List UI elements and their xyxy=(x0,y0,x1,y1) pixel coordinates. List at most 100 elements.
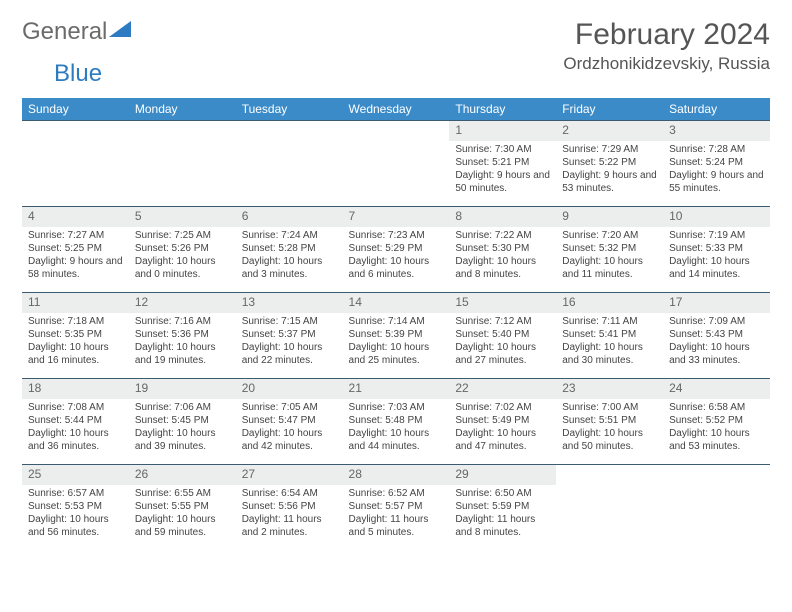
daylight-line: Daylight: 10 hours and 14 minutes. xyxy=(669,255,764,281)
logo: General xyxy=(22,18,133,46)
day-content: Sunrise: 7:28 AMSunset: 5:24 PMDaylight:… xyxy=(663,141,770,201)
calendar-day: 4Sunrise: 7:27 AMSunset: 5:25 PMDaylight… xyxy=(22,206,129,292)
calendar-day: 11Sunrise: 7:18 AMSunset: 5:35 PMDayligh… xyxy=(22,292,129,378)
sunrise-line: Sunrise: 7:18 AM xyxy=(28,315,123,328)
sunrise-line: Sunrise: 7:25 AM xyxy=(135,229,230,242)
day-content: Sunrise: 6:52 AMSunset: 5:57 PMDaylight:… xyxy=(343,485,450,545)
calendar-day: 2Sunrise: 7:29 AMSunset: 5:22 PMDaylight… xyxy=(556,120,663,206)
sunrise-line: Sunrise: 7:06 AM xyxy=(135,401,230,414)
sunrise-line: Sunrise: 7:09 AM xyxy=(669,315,764,328)
day-content: Sunrise: 7:18 AMSunset: 5:35 PMDaylight:… xyxy=(22,313,129,373)
day-number: 11 xyxy=(22,292,129,313)
day-content: Sunrise: 7:14 AMSunset: 5:39 PMDaylight:… xyxy=(343,313,450,373)
day-number: 3 xyxy=(663,120,770,141)
sunset-line: Sunset: 5:25 PM xyxy=(28,242,123,255)
day-number: 16 xyxy=(556,292,663,313)
sunrise-line: Sunrise: 7:22 AM xyxy=(455,229,550,242)
calendar-table: SundayMondayTuesdayWednesdayThursdayFrid… xyxy=(22,98,770,550)
calendar-day: 9Sunrise: 7:20 AMSunset: 5:32 PMDaylight… xyxy=(556,206,663,292)
calendar-day: 8Sunrise: 7:22 AMSunset: 5:30 PMDaylight… xyxy=(449,206,556,292)
weekday-header: Saturday xyxy=(663,98,770,120)
sunset-line: Sunset: 5:43 PM xyxy=(669,328,764,341)
day-number: 23 xyxy=(556,378,663,399)
sunrise-line: Sunrise: 7:24 AM xyxy=(242,229,337,242)
logo-main: General xyxy=(22,18,107,46)
day-number: 26 xyxy=(129,464,236,485)
day-content: Sunrise: 6:55 AMSunset: 5:55 PMDaylight:… xyxy=(129,485,236,545)
daylight-line: Daylight: 11 hours and 8 minutes. xyxy=(455,513,550,539)
sunset-line: Sunset: 5:22 PM xyxy=(562,156,657,169)
sunset-line: Sunset: 5:21 PM xyxy=(455,156,550,169)
calendar-day: 22Sunrise: 7:02 AMSunset: 5:49 PMDayligh… xyxy=(449,378,556,464)
day-number: 4 xyxy=(22,206,129,227)
sunset-line: Sunset: 5:48 PM xyxy=(349,414,444,427)
daylight-line: Daylight: 9 hours and 55 minutes. xyxy=(669,169,764,195)
day-number: 12 xyxy=(129,292,236,313)
day-content: Sunrise: 7:09 AMSunset: 5:43 PMDaylight:… xyxy=(663,313,770,373)
day-content: Sunrise: 7:15 AMSunset: 5:37 PMDaylight:… xyxy=(236,313,343,373)
daylight-line: Daylight: 10 hours and 30 minutes. xyxy=(562,341,657,367)
calendar-body: 1Sunrise: 7:30 AMSunset: 5:21 PMDaylight… xyxy=(22,120,770,550)
sunset-line: Sunset: 5:41 PM xyxy=(562,328,657,341)
day-content: Sunrise: 7:20 AMSunset: 5:32 PMDaylight:… xyxy=(556,227,663,287)
sunset-line: Sunset: 5:56 PM xyxy=(242,500,337,513)
day-number: 14 xyxy=(343,292,450,313)
calendar-day: 1Sunrise: 7:30 AMSunset: 5:21 PMDaylight… xyxy=(449,120,556,206)
sunrise-line: Sunrise: 6:54 AM xyxy=(242,487,337,500)
sunrise-line: Sunrise: 7:05 AM xyxy=(242,401,337,414)
day-content: Sunrise: 6:58 AMSunset: 5:52 PMDaylight:… xyxy=(663,399,770,459)
daylight-line: Daylight: 10 hours and 44 minutes. xyxy=(349,427,444,453)
day-content: Sunrise: 7:25 AMSunset: 5:26 PMDaylight:… xyxy=(129,227,236,287)
day-number: 18 xyxy=(22,378,129,399)
day-content: Sunrise: 7:19 AMSunset: 5:33 PMDaylight:… xyxy=(663,227,770,287)
daylight-line: Daylight: 9 hours and 58 minutes. xyxy=(28,255,123,281)
day-number: 21 xyxy=(343,378,450,399)
calendar-day: 5Sunrise: 7:25 AMSunset: 5:26 PMDaylight… xyxy=(129,206,236,292)
sunrise-line: Sunrise: 7:00 AM xyxy=(562,401,657,414)
day-content: Sunrise: 7:22 AMSunset: 5:30 PMDaylight:… xyxy=(449,227,556,287)
sunrise-line: Sunrise: 6:50 AM xyxy=(455,487,550,500)
calendar-day: 26Sunrise: 6:55 AMSunset: 5:55 PMDayligh… xyxy=(129,464,236,550)
day-content: Sunrise: 6:57 AMSunset: 5:53 PMDaylight:… xyxy=(22,485,129,545)
day-content: Sunrise: 7:02 AMSunset: 5:49 PMDaylight:… xyxy=(449,399,556,459)
calendar-day: 14Sunrise: 7:14 AMSunset: 5:39 PMDayligh… xyxy=(343,292,450,378)
daylight-line: Daylight: 10 hours and 27 minutes. xyxy=(455,341,550,367)
calendar-day: 23Sunrise: 7:00 AMSunset: 5:51 PMDayligh… xyxy=(556,378,663,464)
daylight-line: Daylight: 10 hours and 25 minutes. xyxy=(349,341,444,367)
sunset-line: Sunset: 5:33 PM xyxy=(669,242,764,255)
day-number: 8 xyxy=(449,206,556,227)
calendar-day-empty xyxy=(129,120,236,206)
sunset-line: Sunset: 5:59 PM xyxy=(455,500,550,513)
calendar-day: 10Sunrise: 7:19 AMSunset: 5:33 PMDayligh… xyxy=(663,206,770,292)
sunrise-line: Sunrise: 7:03 AM xyxy=(349,401,444,414)
calendar-day: 25Sunrise: 6:57 AMSunset: 5:53 PMDayligh… xyxy=(22,464,129,550)
day-number: 29 xyxy=(449,464,556,485)
day-content: Sunrise: 6:54 AMSunset: 5:56 PMDaylight:… xyxy=(236,485,343,545)
day-number: 17 xyxy=(663,292,770,313)
sunset-line: Sunset: 5:49 PM xyxy=(455,414,550,427)
day-number: 2 xyxy=(556,120,663,141)
daylight-line: Daylight: 11 hours and 2 minutes. xyxy=(242,513,337,539)
calendar-week: 25Sunrise: 6:57 AMSunset: 5:53 PMDayligh… xyxy=(22,464,770,550)
day-content: Sunrise: 7:23 AMSunset: 5:29 PMDaylight:… xyxy=(343,227,450,287)
day-number: 27 xyxy=(236,464,343,485)
sunrise-line: Sunrise: 6:57 AM xyxy=(28,487,123,500)
calendar-day: 15Sunrise: 7:12 AMSunset: 5:40 PMDayligh… xyxy=(449,292,556,378)
calendar-day: 12Sunrise: 7:16 AMSunset: 5:36 PMDayligh… xyxy=(129,292,236,378)
sunset-line: Sunset: 5:45 PM xyxy=(135,414,230,427)
day-content: Sunrise: 6:50 AMSunset: 5:59 PMDaylight:… xyxy=(449,485,556,545)
daylight-line: Daylight: 10 hours and 42 minutes. xyxy=(242,427,337,453)
sunset-line: Sunset: 5:40 PM xyxy=(455,328,550,341)
day-number: 24 xyxy=(663,378,770,399)
daylight-line: Daylight: 10 hours and 50 minutes. xyxy=(562,427,657,453)
sunrise-line: Sunrise: 6:58 AM xyxy=(669,401,764,414)
daylight-line: Daylight: 10 hours and 3 minutes. xyxy=(242,255,337,281)
month-title: February 2024 xyxy=(563,18,770,52)
calendar-day: 18Sunrise: 7:08 AMSunset: 5:44 PMDayligh… xyxy=(22,378,129,464)
logo-accent: Blue xyxy=(54,60,102,87)
day-content: Sunrise: 7:05 AMSunset: 5:47 PMDaylight:… xyxy=(236,399,343,459)
sunrise-line: Sunrise: 7:11 AM xyxy=(562,315,657,328)
calendar-day-empty xyxy=(236,120,343,206)
sunrise-line: Sunrise: 7:02 AM xyxy=(455,401,550,414)
day-number: 20 xyxy=(236,378,343,399)
